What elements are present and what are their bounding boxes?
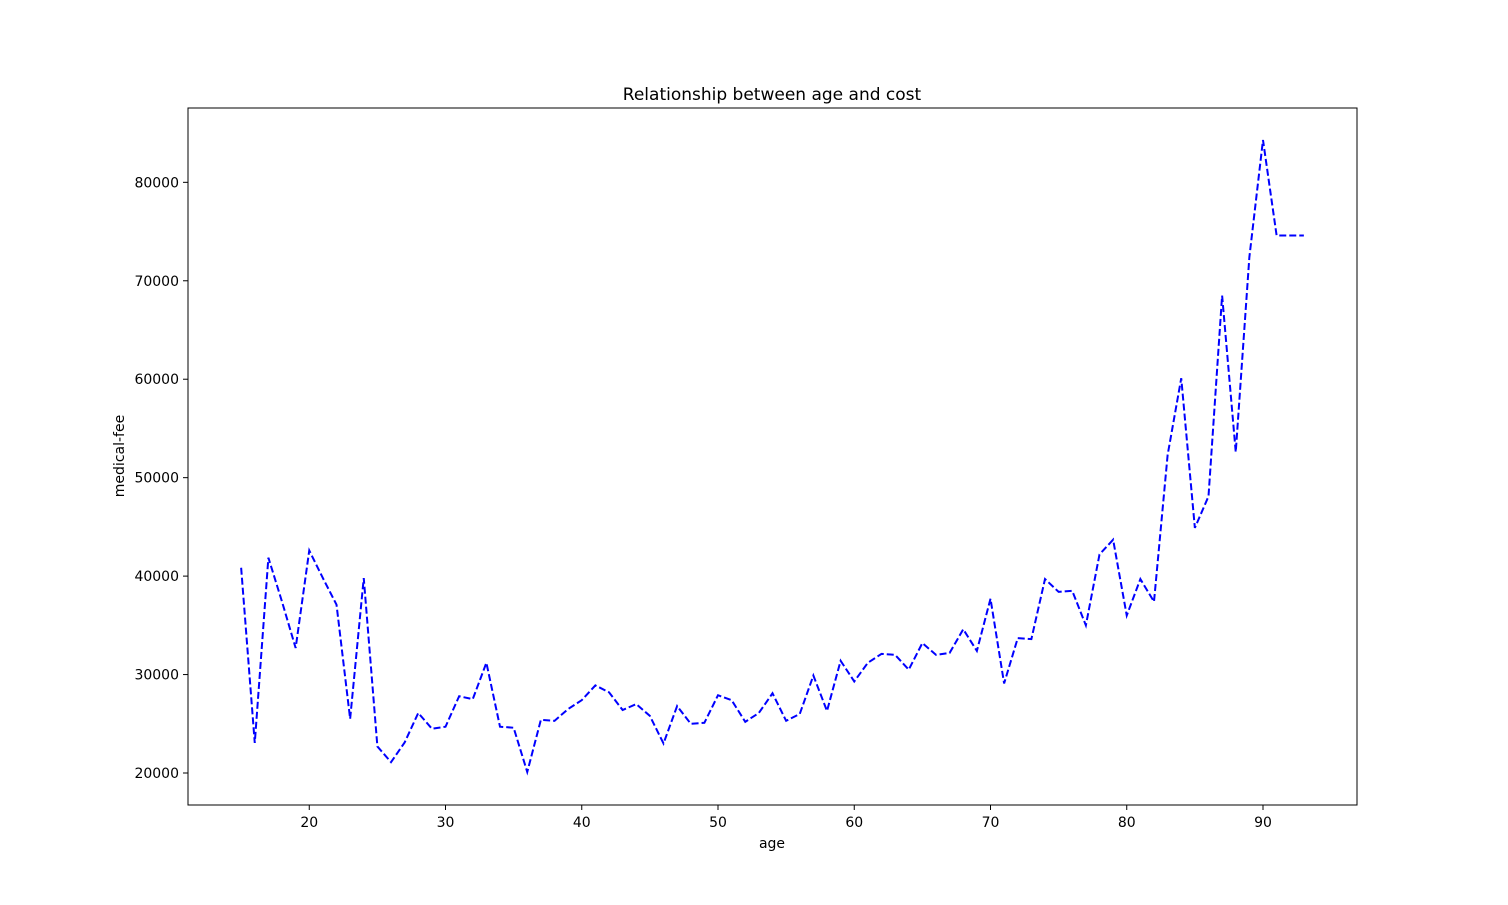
x-tick-label: 40 [573,815,591,831]
y-tick-label: 30000 [134,668,179,684]
x-tick-label: 20 [300,815,318,831]
y-tick-label: 50000 [134,471,179,487]
data-line [240,139,1304,776]
y-tick-label: 40000 [134,569,179,585]
y-tick-label: 80000 [134,175,179,191]
x-tick-label: 60 [845,815,863,831]
plot-frame [187,107,1358,806]
x-tick-label: 90 [1254,815,1272,831]
x-axis-label: age [759,836,785,852]
x-tick-label: 80 [1118,815,1136,831]
x-tick-label: 30 [437,815,455,831]
x-tick-label: 50 [709,815,727,831]
chart-title: Relationship between age and cost [623,85,922,105]
y-tick-label: 60000 [134,372,179,388]
y-axis-label: medical-fee [112,415,128,497]
x-tick-label: 70 [982,815,1000,831]
y-tick-label: 70000 [134,274,179,290]
y-tick-label: 20000 [134,766,179,782]
